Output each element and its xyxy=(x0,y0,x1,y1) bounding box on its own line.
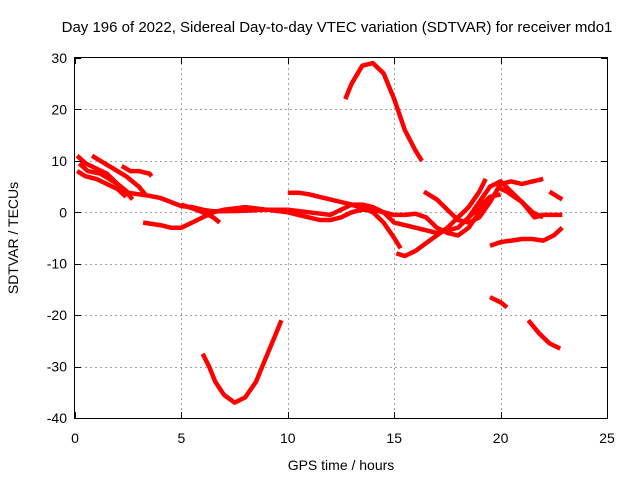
x-tick-label: 10 xyxy=(280,430,296,446)
series-arc-19 xyxy=(526,318,562,351)
chart-title: Day 196 of 2022, Sidereal Day-to-day VTE… xyxy=(62,19,613,36)
ticks xyxy=(75,58,608,419)
series-arc-3 xyxy=(77,161,135,201)
y-tick-label: 20 xyxy=(51,101,67,117)
series-arc-4 xyxy=(90,153,147,196)
x-tick-label: 20 xyxy=(493,430,509,446)
y-tick-label: -20 xyxy=(47,307,67,323)
series-layer xyxy=(75,60,564,405)
series-arc-2 xyxy=(75,169,128,199)
series-arc-13 xyxy=(395,177,488,259)
x-axis-label: GPS time / hours xyxy=(288,457,395,473)
x-tick-label: 25 xyxy=(599,430,615,446)
plot-frame xyxy=(74,57,608,419)
series-arc-5 xyxy=(120,164,154,178)
y-tick-label: 10 xyxy=(51,153,67,169)
series-arc-6 xyxy=(142,204,289,230)
y-tick-label: 30 xyxy=(51,50,67,66)
series-arc-16 xyxy=(489,226,564,248)
x-tick-label: 15 xyxy=(386,430,402,446)
grid xyxy=(75,58,607,418)
series-arc-14 xyxy=(422,176,544,225)
y-tick-label: -40 xyxy=(47,410,67,426)
y-tick-label: -30 xyxy=(47,359,67,375)
series-arc-18 xyxy=(489,295,509,310)
x-tick-labels: 0 5 10 15 20 25 xyxy=(71,430,615,446)
series-arc-20 xyxy=(548,189,564,202)
y-tick-labels: 30 20 10 0 -10 -20 -30 -40 xyxy=(47,50,67,426)
series-arc-17 xyxy=(495,184,563,220)
y-axis-label: SDTVAR / TECUs xyxy=(5,182,21,294)
series-arc-8 xyxy=(200,319,284,405)
series-arc-10 xyxy=(287,195,492,238)
y-tick-label: -10 xyxy=(47,256,67,272)
x-tick-label: 0 xyxy=(71,430,79,446)
series-arc-9 xyxy=(287,190,403,250)
series-arc-12 xyxy=(343,60,424,163)
y-tick-label: 0 xyxy=(59,204,67,220)
x-tick-label: 5 xyxy=(178,430,186,446)
series-arc-7 xyxy=(180,202,222,225)
